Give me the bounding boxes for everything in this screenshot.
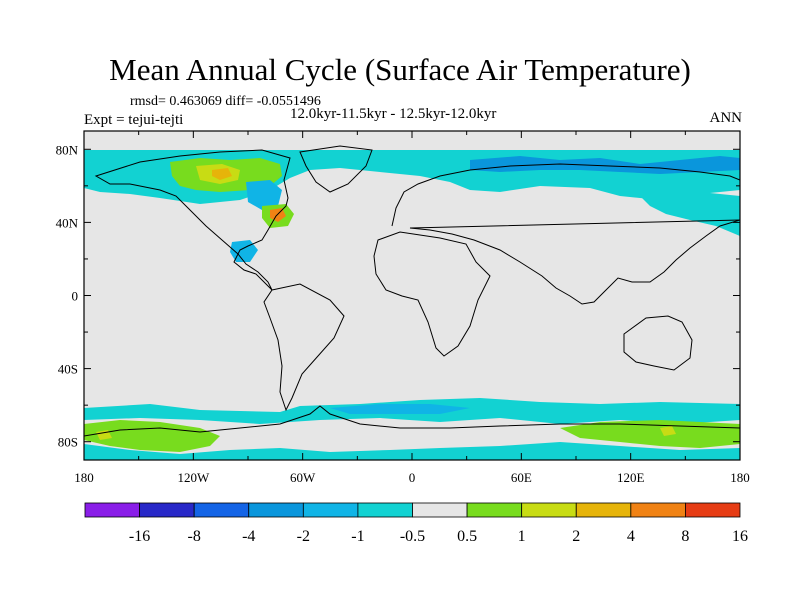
- coast-eurasia: [391, 163, 740, 305]
- colorbar-label-11: 16: [732, 528, 748, 545]
- colorbar-label-9: 4: [627, 528, 635, 545]
- y-tick-label-2: 0: [72, 289, 79, 304]
- coast-antarctica: [84, 405, 740, 437]
- colorbar-label-2: -4: [242, 528, 255, 545]
- x-tick-label-4: 60E: [511, 470, 532, 485]
- chart-title: Mean Annual Cycle (Surface Air Temperatu…: [109, 52, 691, 87]
- colorbar-swatch-3: [248, 502, 304, 518]
- colorbar-label-4: -1: [351, 528, 364, 545]
- region-siberia: [640, 192, 740, 236]
- season-label: ANN: [709, 110, 743, 126]
- colorbar-swatch-1: [139, 502, 195, 518]
- colorbar-swatch-7: [466, 502, 523, 518]
- colorbar-label-6: 0.5: [457, 528, 477, 545]
- colorbar-swatch-5: [357, 502, 413, 518]
- colorbar-swatch-6: [412, 502, 468, 518]
- colorbar-swatch-11: [685, 502, 741, 518]
- region-hudson-warm: [212, 168, 232, 180]
- colorbar-label-10: 8: [681, 528, 689, 545]
- coast-north-america: [94, 149, 291, 291]
- x-tick-label-2: 60W: [290, 470, 316, 485]
- experiment-label: Expt = tejui-tejti: [84, 112, 184, 128]
- x-tick-label-1: 120W: [177, 470, 210, 485]
- y-tick-label-0: 80N: [56, 142, 79, 157]
- coast-south-america: [263, 283, 345, 412]
- colorbar-swatch-8: [521, 502, 577, 518]
- colorbar-swatch-0: [84, 502, 140, 518]
- colorbar-label-8: 2: [572, 528, 580, 545]
- coast-greenland: [299, 145, 373, 193]
- region-antarctica-west: [84, 420, 220, 452]
- y-tick-label-1: 40N: [56, 215, 79, 230]
- region-canada-cool: [246, 180, 282, 210]
- colorbar-swatch-2: [193, 502, 250, 518]
- x-tick-label-5: 120E: [617, 470, 645, 485]
- colorbar: -16 -8 -4 -2 -1 -0.5 0.5 1 2 4 8 16: [84, 502, 748, 545]
- x-tick-label-6: 180: [730, 470, 750, 485]
- stats-label: rmsd= 0.463069 diff= -0.0551496: [130, 94, 321, 109]
- x-tick-label-3: 0: [409, 470, 416, 485]
- colorbar-label-1: -8: [188, 528, 201, 545]
- y-tick-label-3: 40S: [58, 362, 78, 377]
- colorbar-label-5: -0.5: [400, 528, 425, 545]
- colorbar-swatch-9: [575, 502, 632, 518]
- region-southern-ocean-strong: [330, 404, 470, 414]
- coastlines: [84, 145, 740, 437]
- colorbar-swatch-10: [630, 502, 686, 518]
- region-antarctica-cool: [84, 442, 740, 460]
- period-label: 12.0kyr-11.5kyr - 12.5kyr-12.0kyr: [290, 106, 497, 122]
- colorbar-label-3: -2: [297, 528, 310, 545]
- y-tick-label-4: 80S: [58, 435, 78, 450]
- axis-tick-labels: 180 120W 60W 0 60E 120E 180 80N 40N 0 40S 80S: [56, 142, 750, 485]
- colorbar-label-0: -16: [129, 528, 150, 545]
- colorbar-label-7: 1: [518, 528, 526, 545]
- colorbar-swatch-4: [302, 502, 359, 518]
- axis-ticks: [83, 131, 741, 460]
- x-tick-label-0: 180: [74, 470, 94, 485]
- coast-australia: [623, 315, 693, 371]
- coast-africa: [373, 231, 491, 357]
